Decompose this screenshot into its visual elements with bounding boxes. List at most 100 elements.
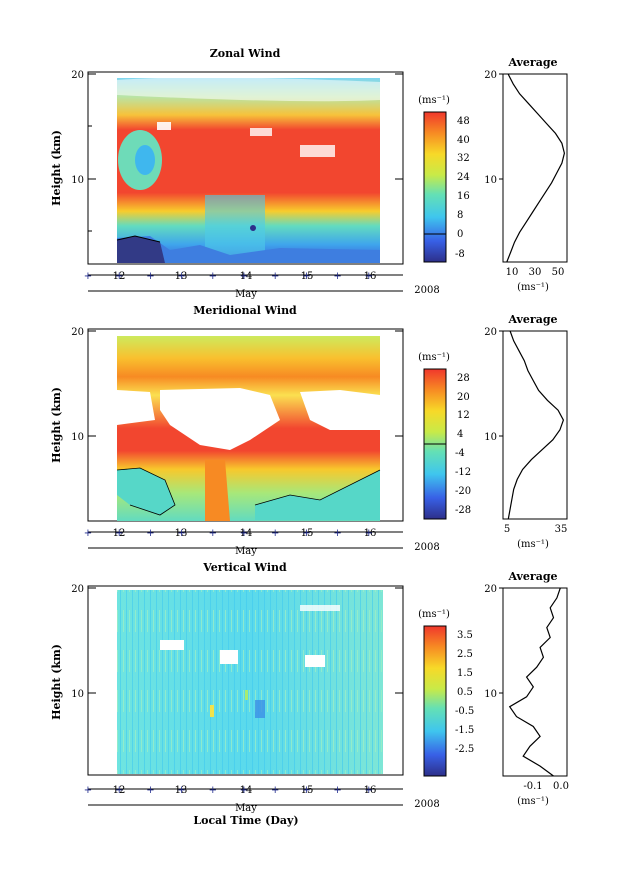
vertical-colorbar: (ms⁻¹) 3.5 2.5 1.5 0.5 -0.5 -1.5 -2.5	[418, 609, 474, 777]
vertical-month-label: May	[235, 803, 257, 814]
day-marker: +	[209, 785, 217, 796]
meridional-year-label: 2008	[414, 542, 439, 553]
day-marker: +	[84, 271, 92, 282]
vertical-profile-ytick-20: 20	[484, 584, 497, 595]
day-marker: +	[240, 271, 248, 282]
vertical-profile-xtick-0.0: 0.0	[553, 781, 569, 792]
day-marker: +	[240, 785, 248, 796]
day-marker: +	[302, 528, 310, 539]
meridional-month-label: May	[235, 546, 257, 557]
zonal-cb-m8: -8	[455, 249, 465, 260]
day-marker: +	[146, 785, 154, 796]
day-marker: +	[146, 271, 154, 282]
meridional-cb-20: 20	[457, 392, 470, 403]
day-marker: +	[115, 528, 123, 539]
day-marker: +	[302, 271, 310, 282]
day-marker: +	[84, 528, 92, 539]
zonal-cb-0: 0	[457, 229, 463, 240]
meridional-profile: Average 20 10 5 35 (ms⁻¹)	[484, 313, 568, 550]
day-marker: +	[84, 785, 92, 796]
vertical-cb-2.5: 2.5	[457, 649, 473, 660]
zonal-profile-xtick-30: 30	[529, 267, 542, 278]
day-marker: +	[271, 785, 279, 796]
day-marker: +	[177, 271, 185, 282]
zonal-heatmap	[116, 77, 380, 263]
day-marker: +	[333, 271, 341, 282]
day-marker: +	[365, 528, 373, 539]
zonal-xtick-12: 12	[113, 271, 126, 282]
panel-zonal: Zonal Wind 20 10 Height (km)	[50, 47, 568, 300]
zonal-colorbar: (ms⁻¹) 48 40 32 24 16 8 0 -8	[418, 95, 470, 263]
meridional-profile-line	[507, 330, 565, 520]
meridional-colorbar-unit: (ms⁻¹)	[418, 352, 450, 363]
vertical-xtick-14: 14	[240, 785, 253, 796]
meridional-cb-m12: -12	[455, 467, 471, 478]
meridional-y-ticks: 20 10	[71, 327, 403, 443]
meridional-xtick-12: 12	[113, 528, 126, 539]
vertical-profile-xtick-m0.1: -0.1	[523, 781, 542, 792]
vertical-profile-line	[508, 587, 561, 777]
vertical-profile: Average 20 10 -0.1 0.0 (ms⁻¹)	[484, 570, 569, 807]
meridional-heatmap	[116, 336, 381, 521]
meridional-cb-m20: -20	[455, 486, 471, 497]
meridional-xtick-13: 13	[175, 528, 188, 539]
meridional-cb-4: 4	[457, 429, 463, 440]
meridional-profile-ytick-10: 10	[484, 432, 497, 443]
vertical-title: Vertical Wind	[202, 561, 287, 574]
meridional-profile-unit: (ms⁻¹)	[517, 539, 549, 550]
zonal-profile-ytick-20: 20	[484, 70, 497, 81]
day-marker: +	[271, 271, 279, 282]
meridional-ylabel: Height (km)	[50, 387, 63, 463]
zonal-ytick-20: 20	[71, 70, 84, 81]
vertical-xtick-15: 15	[301, 785, 314, 796]
day-marker: +	[365, 271, 373, 282]
vertical-profile-ytick-10: 10	[484, 689, 497, 700]
meridional-ytick-10: 10	[71, 432, 84, 443]
zonal-profile-title: Average	[507, 56, 557, 69]
zonal-ytick-10: 10	[71, 175, 84, 186]
vertical-ytick-20: 20	[71, 584, 84, 595]
vertical-cb-3.5: 3.5	[457, 630, 473, 641]
vertical-cb-m0.5: -0.5	[455, 706, 474, 717]
day-markers: + + + + + + + + + + + + + + + + + + + + + + + + + + + + + +	[84, 271, 373, 796]
vertical-cb-0.5: 0.5	[457, 687, 473, 698]
meridional-x-axis: 12 13 14 15 16 May 2008	[88, 528, 440, 557]
zonal-xtick-15: 15	[301, 271, 314, 282]
day-marker: +	[365, 785, 373, 796]
vertical-xtick-12: 12	[113, 785, 126, 796]
meridional-profile-xtick-5: 5	[504, 524, 510, 535]
zonal-cb-48: 48	[457, 116, 470, 127]
zonal-cb-24: 24	[457, 172, 470, 183]
meridional-colorbar: (ms⁻¹) 28 20 12 4 -4 -12 -20 -28	[418, 352, 471, 520]
zonal-cb-16: 16	[457, 191, 470, 202]
meridional-title: Meridional Wind	[193, 304, 297, 317]
zonal-profile-ytick-10: 10	[484, 175, 497, 186]
meridional-cb-12: 12	[457, 410, 470, 421]
zonal-cb-40: 40	[457, 135, 470, 146]
meridional-cb-m4: -4	[455, 448, 465, 459]
meridional-ytick-20: 20	[71, 327, 84, 338]
meridional-profile-ytick-20: 20	[484, 327, 497, 338]
panel-vertical: Vertical Wind 20 10 Height (km) 12 13 14	[50, 561, 569, 827]
vertical-cb-1.5: 1.5	[457, 668, 473, 679]
zonal-title: Zonal Wind	[210, 47, 281, 60]
day-marker: +	[146, 528, 154, 539]
zonal-y-ticks: 20 10	[71, 70, 403, 232]
vertical-profile-unit: (ms⁻¹)	[517, 796, 549, 807]
vertical-cb-m1.5: -1.5	[455, 725, 474, 736]
vertical-profile-title: Average	[507, 570, 557, 583]
zonal-xtick-14: 14	[240, 271, 253, 282]
day-marker: +	[177, 528, 185, 539]
vertical-xtick-13: 13	[175, 785, 188, 796]
zonal-xtick-16: 16	[364, 271, 377, 282]
day-marker: +	[115, 785, 123, 796]
meridional-profile-title: Average	[507, 313, 557, 326]
meridional-xtick-15: 15	[301, 528, 314, 539]
vertical-ytick-10: 10	[71, 689, 84, 700]
meridional-profile-xtick-35: 35	[555, 524, 568, 535]
zonal-x-axis: 12 13 14 15 16 May 2008	[88, 271, 440, 300]
day-marker: +	[115, 271, 123, 282]
day-marker: +	[209, 271, 217, 282]
day-marker: +	[240, 528, 248, 539]
